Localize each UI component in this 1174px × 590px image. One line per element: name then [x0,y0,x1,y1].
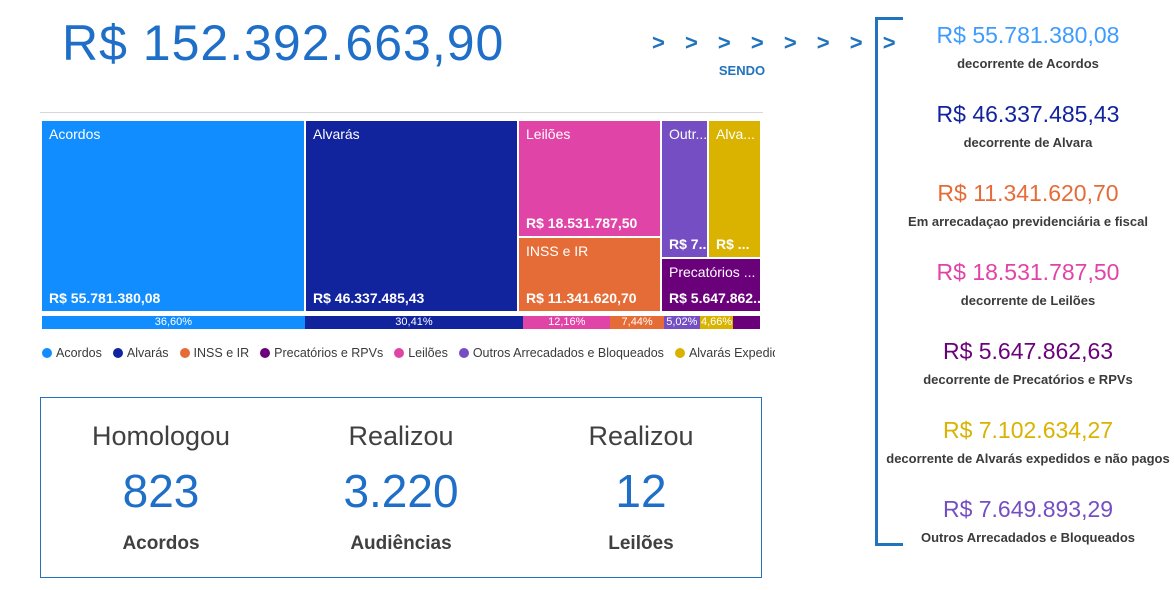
treemap-box-outros[interactable]: Outr... R$ 7.... [662,121,707,257]
treemap-box-label: Alvarás [313,126,360,142]
legend-label: INSS e IR [193,346,250,360]
breakdown-item-alvara: R$ 46.337.485,43 decorrente de Alvara [882,99,1174,152]
kpi-cards-panel: Homologou 823 Acordos Realizou 3.220 Aud… [40,397,762,578]
treemap-box-leiloes[interactable]: Leilões R$ 18.531.787,50 [519,121,660,236]
legend-dot-icon [458,348,469,358]
legend-label: Alvarás Expedidos e Não ... [688,346,775,360]
breakdown-value: R$ 5.647.862,63 [942,338,1114,364]
legend-dot-icon [674,348,685,358]
legend-dot-icon [112,348,123,358]
kpi-action-label: Realizou [588,421,694,451]
kpi-value: 3.220 [343,465,459,517]
breakdown-label: decorrente de Precatórios e RPVs [923,372,1133,387]
treemap-box-label: INSS e IR [526,243,589,259]
breakdown-item-outros: R$ 7.649.893,29 Outros Arrecadados e Blo… [882,494,1174,547]
treemap-box-acordos[interactable]: Acordos R$ 55.781.380,08 [42,121,304,311]
chart-legend: Acordos Alvarás INSS e IR Precatórios e … [42,344,775,362]
legend-label: Outros Arrecadados e Bloqueados [472,346,664,360]
chevrons-right-icon: > > > > > > > > [652,30,903,55]
bar-segment-precatorios[interactable] [733,316,760,329]
breakdown-label: Outros Arrecadados e Bloqueados [920,530,1136,545]
breakdown-item-precatorios: R$ 5.647.862,63 decorrente de Precatório… [882,336,1174,389]
kpi-subject-label: Leilões [608,533,674,554]
treemap-box-value: R$ 11.341.620,70 [526,290,637,306]
breakdown-value: R$ 18.531.787,50 [936,259,1120,285]
treemap-box-value: R$ 5.647.862.. [669,290,760,306]
bar-segment-outros[interactable]: 5,02% [663,316,700,329]
bar-segment-inss-ir[interactable]: 7,44% [610,316,664,329]
kpi-card-audiencias: Realizou 3.220 Audiências [281,398,521,577]
breakdown-value: R$ 11.341.620,70 [937,180,1119,206]
bar-segment-alvaras-expedidos[interactable]: 4,66% [699,316,734,329]
breakdown-value: R$ 55.781.380,08 [936,22,1120,48]
legend-item-inss-ir[interactable]: INSS e IR [179,346,250,360]
treemap-box-precatorios[interactable]: Precatórios ... R$ 5.647.862.. [662,259,760,311]
legend-item-alvaras-expedidos[interactable]: Alvarás Expedidos e Não ... [674,346,775,360]
treemap-box-value: R$ 18.531.787,50 [526,215,638,231]
treemap-box-value: R$ 7.... [669,236,707,252]
bar-segment-leiloes[interactable]: 12,16% [523,316,611,329]
treemap-box-alvaras[interactable]: Alvarás R$ 46.337.485,43 [306,121,517,311]
legend-item-leiloes[interactable]: Leilões [394,346,448,360]
bar-segment-acordos[interactable]: 36,60% [42,316,305,329]
kpi-subject-label: Acordos [122,533,200,554]
breakdown-item-previdenciaria: R$ 11.341.620,70 Em arrecadaçao previden… [882,178,1174,231]
kpi-action-label: Realizou [348,421,454,451]
treemap-box-inss-ir[interactable]: INSS e IR R$ 11.341.620,70 [519,238,660,311]
legend-dot-icon [42,348,52,358]
legend-label: Acordos [56,346,102,360]
breakdown-label: decorrente de Alvarás expedidos e não pa… [886,451,1170,466]
treemap-box-label: Precatórios ... [669,264,756,280]
breakdown-value: R$ 7.102.634,27 [942,417,1114,443]
kpi-card-leiloes: Realizou 12 Leilões [521,398,761,577]
treemap-box-label: Acordos [49,126,101,142]
legend-dot-icon [179,348,190,358]
bracket-decoration [875,17,903,546]
treemap-box-value: R$ 55.781.380,08 [49,290,161,306]
breakdown-value: R$ 46.337.485,43 [936,101,1120,127]
kpi-value: 12 [615,465,667,517]
legend-item-alvaras[interactable]: Alvarás [112,346,169,360]
breakdown-label: decorrente de Alvara [963,135,1093,150]
breakdown-value: R$ 7.649.893,29 [942,496,1114,522]
treemap-chart: Acordos R$ 55.781.380,08 Alvarás R$ 46.3… [42,121,760,311]
kpi-subject-label: Audiências [350,533,452,554]
percent-stacked-bar: 36,60% 30,41% 12,16% 7,44% 5,02% 4,66% [42,316,760,329]
breakdown-item-acordos: R$ 55.781.380,08 decorrente de Acordos [882,20,1174,73]
legend-label: Leilões [408,346,448,360]
treemap-divider [40,112,763,113]
treemap-box-value: R$ ... [716,236,750,252]
breakdown-label: decorrente de Acordos [957,56,1099,71]
treemap-box-label: Alva... [716,126,755,142]
total-amount: R$ 152.392.663,90 [62,15,505,71]
bar-segment-alvaras[interactable]: 30,41% [304,316,524,329]
legend-label: Precatórios e RPVs [274,346,384,360]
breakdown-label: Em arrecadaçao previdenciária e fiscal [908,214,1148,229]
legend-item-precatorios[interactable]: Precatórios e RPVs [260,346,383,360]
treemap-box-value: R$ 46.337.485,43 [313,290,425,306]
legend-dot-icon [260,348,271,358]
legend-label: Alvarás [126,346,169,360]
sendo-label: SENDO [718,63,766,78]
breakdown-panel: R$ 55.781.380,08 decorrente de Acordos R… [882,20,1174,547]
kpi-card-acordos: Homologou 823 Acordos [41,398,281,577]
treemap-box-label: Outr... [669,126,707,142]
breakdown-item-leiloes: R$ 18.531.787,50 decorrente de Leilões [882,257,1174,310]
breakdown-label: decorrente de Leilões [960,293,1096,308]
legend-dot-icon [394,348,405,358]
treemap-box-alvaras-expedidos[interactable]: Alva... R$ ... [709,121,760,257]
legend-item-acordos[interactable]: Acordos [42,346,102,360]
kpi-action-label: Homologou [91,421,231,451]
breakdown-item-alvaras-expedidos: R$ 7.102.634,27 decorrente de Alvarás ex… [882,415,1174,468]
legend-item-outros[interactable]: Outros Arrecadados e Bloqueados [458,346,664,360]
treemap-box-label: Leilões [526,126,571,142]
kpi-value: 823 [122,465,200,517]
